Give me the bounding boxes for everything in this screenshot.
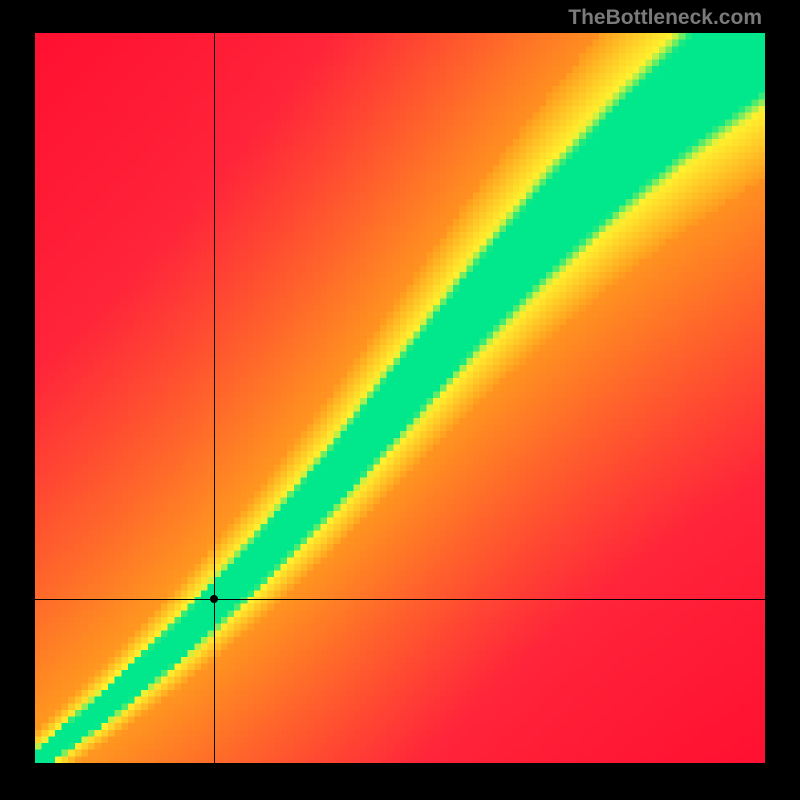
heatmap-canvas xyxy=(35,33,765,763)
crosshair-vertical xyxy=(214,33,215,763)
watermark-text: TheBottleneck.com xyxy=(568,6,762,30)
bottleneck-heatmap xyxy=(35,33,765,763)
crosshair-horizontal xyxy=(35,599,765,600)
crosshair-marker-dot xyxy=(210,595,218,603)
